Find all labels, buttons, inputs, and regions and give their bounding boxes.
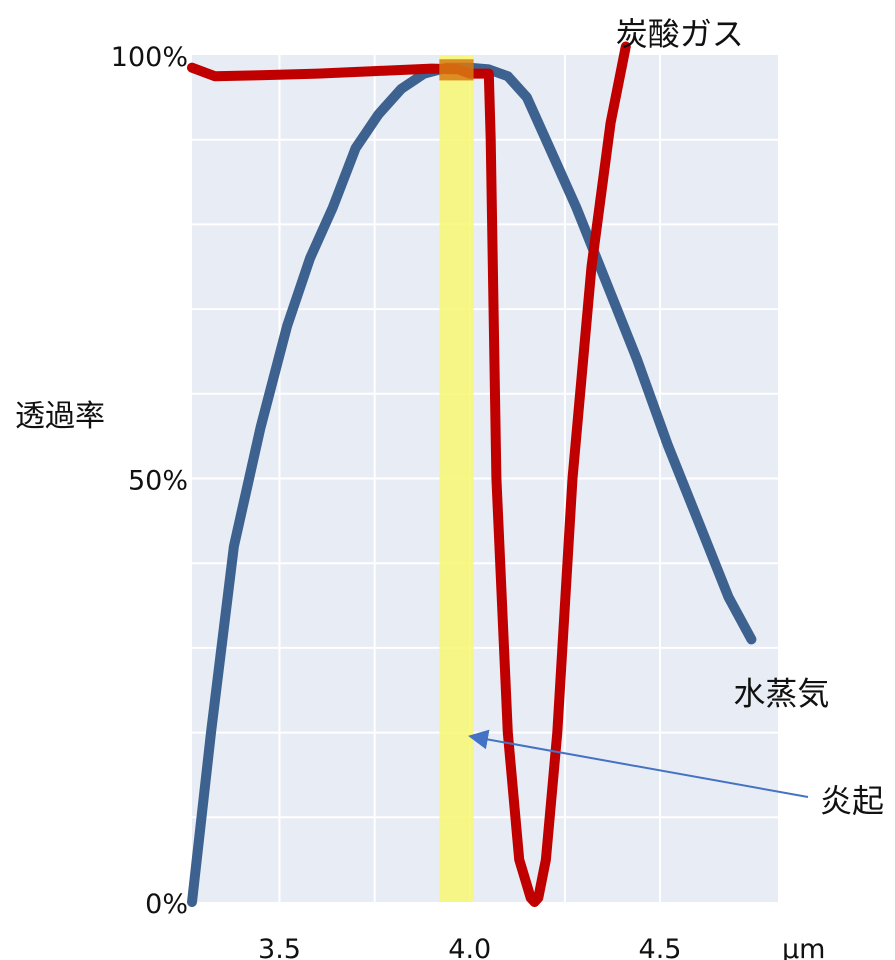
x-tick-label: 3.5 [258,934,301,960]
series-layer [187,41,757,907]
x-unit-label: μm [782,934,825,960]
band-overlap-highlight [439,59,474,81]
y-tick-label: 0% [145,889,188,920]
flame-label: 炎起 [820,782,884,820]
water-vapor-label: 水蒸気 [733,674,829,712]
y-tick-label: 50% [128,466,188,497]
y-axis-title: 透過率 [15,399,105,434]
highlight-band [439,55,474,902]
band-layer [439,55,474,902]
x-tick-label: 4.0 [448,934,491,960]
co2-label: 炭酸ガス [616,15,744,53]
flame-arrow [468,729,809,798]
y-tick-label: 100% [111,42,188,73]
tick-labels: 0% 50% 100% 3.5 4.0 4.5 [111,42,682,960]
x-tick-label: 4.5 [639,934,682,960]
co2-line [187,41,631,907]
